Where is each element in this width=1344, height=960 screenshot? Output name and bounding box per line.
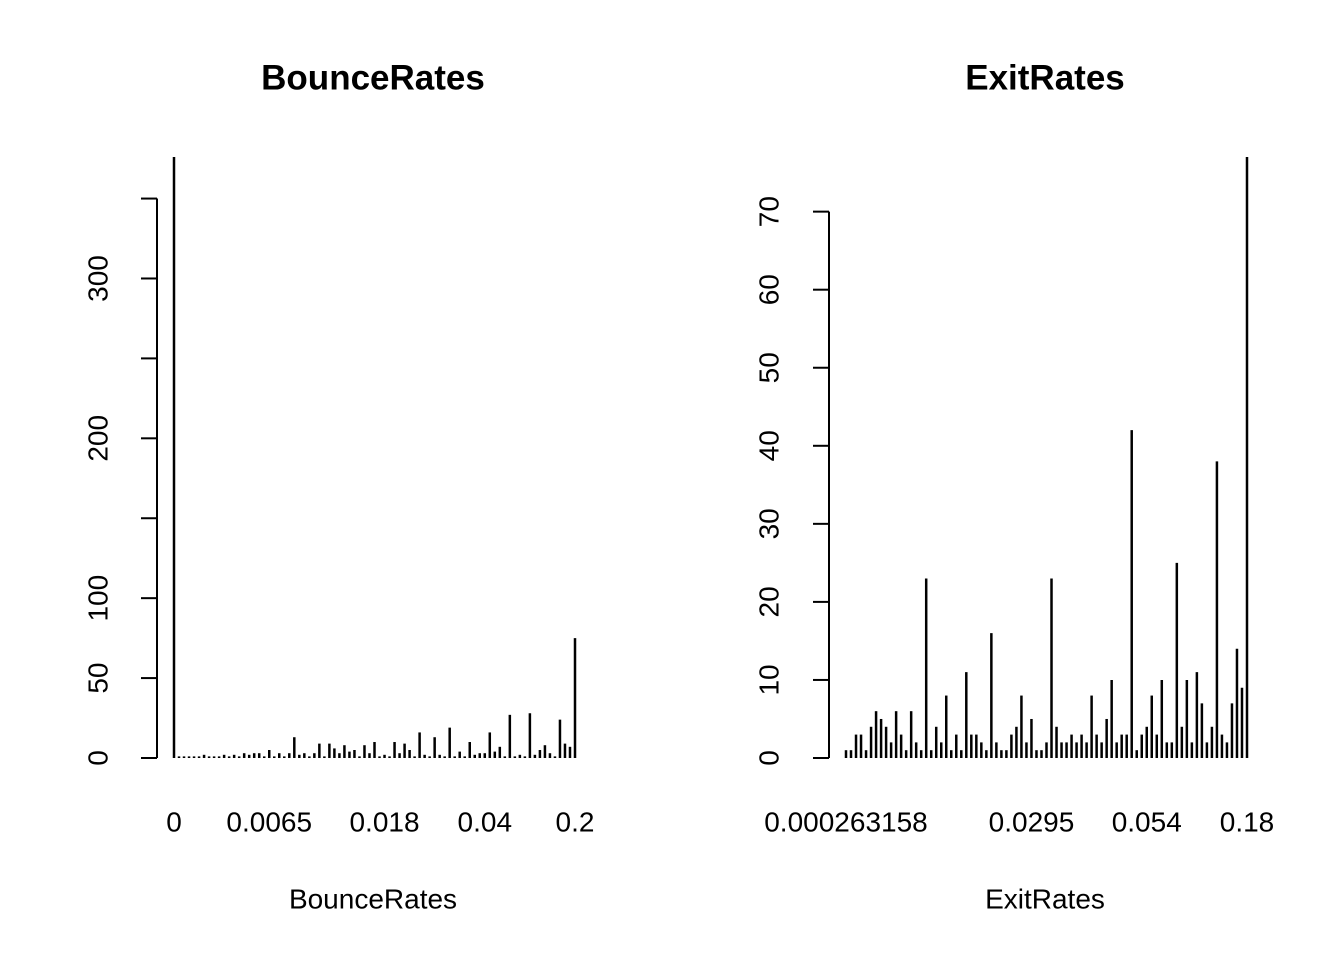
chart-title: BounceRates [261,58,485,97]
y-tick-label: 70 [753,196,784,227]
y-tick-label: 50 [753,352,784,383]
x-tick-label: 0.018 [349,806,419,837]
y-tick-label: 0 [753,750,784,766]
chart-title: ExitRates [965,58,1125,97]
y-tick-label: 10 [753,664,784,695]
y-tick-label: 0 [82,750,113,766]
x-tick-label: 0.0295 [989,806,1075,837]
x-tick-label: 0.04 [458,806,513,837]
y-tick-label: 200 [82,415,113,462]
x-tick-label: 0 [166,806,182,837]
y-tick-label: 40 [753,430,784,461]
y-tick-label: 100 [82,575,113,622]
x-axis-label: ExitRates [985,883,1105,914]
y-tick-label: 20 [753,586,784,617]
y-tick-label: 50 [82,663,113,694]
y-tick-label: 30 [753,508,784,539]
x-tick-label: 0.18 [1220,806,1275,837]
x-tick-label: 0.2 [556,806,595,837]
x-tick-label: 0.000263158 [764,806,928,837]
x-tick-label: 0.054 [1112,806,1182,837]
x-axis-label: BounceRates [289,883,457,914]
y-tick-label: 300 [82,255,113,302]
y-tick-label: 60 [753,274,784,305]
x-tick-label: 0.0065 [226,806,312,837]
